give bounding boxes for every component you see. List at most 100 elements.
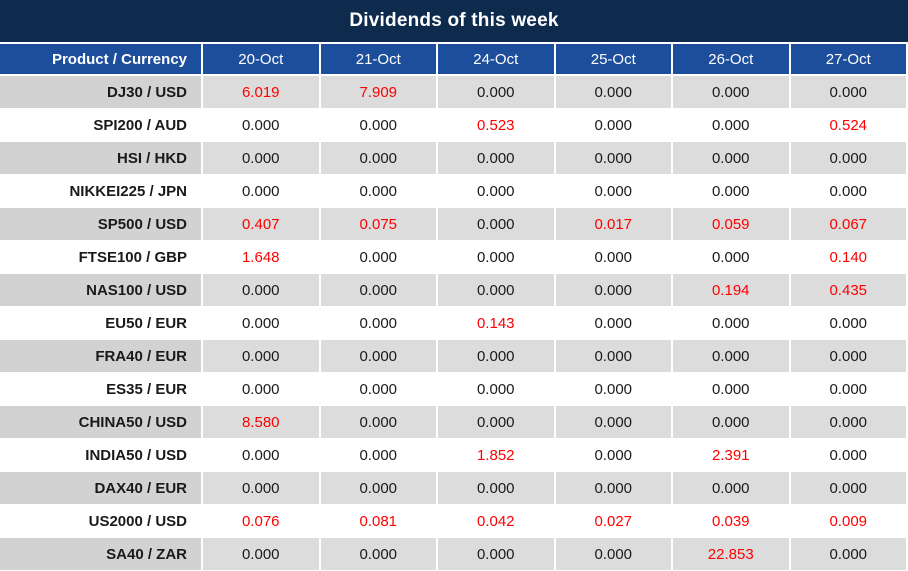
dividend-value: 0.000 xyxy=(790,373,908,406)
column-header-date: 26-Oct xyxy=(673,44,791,76)
column-header-date: 27-Oct xyxy=(790,44,908,76)
dividend-value-highlighted: 0.017 xyxy=(555,208,673,241)
dividend-value: 0.000 xyxy=(438,208,556,241)
dividend-value-highlighted: 0.523 xyxy=(438,109,556,142)
product-currency-label: NIKKEI225 / JPN xyxy=(0,175,203,208)
dividend-value: 0.000 xyxy=(673,307,791,340)
dividend-value-highlighted: 0.524 xyxy=(790,109,908,142)
dividend-value: 0.000 xyxy=(673,109,791,142)
dividend-value-highlighted: 0.076 xyxy=(203,505,321,538)
table-row: DJ30 / USD 6.019 7.909 0.000 0.000 0.000 0.000 xyxy=(0,76,908,109)
dividend-value-highlighted: 0.009 xyxy=(790,505,908,538)
dividend-value: 0.000 xyxy=(203,109,321,142)
dividend-value: 0.000 xyxy=(673,406,791,439)
dividend-value-highlighted: 8.580 xyxy=(203,406,321,439)
table-body: DJ30 / USD 6.019 7.909 0.000 0.000 0.000 0.000… xyxy=(0,76,908,571)
dividend-value-highlighted: 7.909 xyxy=(320,76,438,109)
dividend-value: 0.000 xyxy=(790,406,908,439)
dividend-value: 0.000 xyxy=(673,241,791,274)
dividend-value: 0.000 xyxy=(203,373,321,406)
product-currency-label: SPI200 / AUD xyxy=(0,109,203,142)
dividend-value: 0.000 xyxy=(438,274,556,307)
product-currency-label: SP500 / USD xyxy=(0,208,203,241)
dividend-value: 0.000 xyxy=(555,142,673,175)
product-currency-label: SA40 / ZAR xyxy=(0,538,203,571)
dividend-value: 0.000 xyxy=(555,406,673,439)
product-currency-label: EU50 / EUR xyxy=(0,307,203,340)
dividend-value: 0.000 xyxy=(320,340,438,373)
table-row: SP500 / USD 0.407 0.075 0.000 0.017 0.059 0.06… xyxy=(0,208,908,241)
dividend-value: 0.000 xyxy=(555,538,673,571)
dividend-value-highlighted: 0.075 xyxy=(320,208,438,241)
table-row: SA40 / ZAR 0.000 0.000 0.000 0.000 22.853 0.00… xyxy=(0,538,908,571)
table-row: FRA40 / EUR 0.000 0.000 0.000 0.000 0.000 0.00… xyxy=(0,340,908,373)
table-header-row: Product / Currency 20-Oct 21-Oct 24-Oct 25-O… xyxy=(0,44,908,76)
product-currency-label: FTSE100 / GBP xyxy=(0,241,203,274)
dividend-value: 0.000 xyxy=(673,373,791,406)
dividend-value: 0.000 xyxy=(438,142,556,175)
dividend-value: 0.000 xyxy=(320,439,438,472)
dividend-value-highlighted: 1.852 xyxy=(438,439,556,472)
dividend-value: 0.000 xyxy=(438,406,556,439)
dividend-value-highlighted: 0.143 xyxy=(438,307,556,340)
page-title: Dividends of this week xyxy=(349,10,559,31)
dividend-value: 0.000 xyxy=(203,175,321,208)
dividend-value: 0.000 xyxy=(555,274,673,307)
product-currency-label: DJ30 / USD xyxy=(0,76,203,109)
table-row: HSI / HKD 0.000 0.000 0.000 0.000 0.000 0.000 xyxy=(0,142,908,175)
dividend-value: 0.000 xyxy=(438,241,556,274)
dividend-value-highlighted: 0.140 xyxy=(790,241,908,274)
dividends-table: Product / Currency 20-Oct 21-Oct 24-Oct 25-O… xyxy=(0,44,908,571)
dividend-value: 0.000 xyxy=(790,307,908,340)
dividend-value: 0.000 xyxy=(203,274,321,307)
dividend-value: 0.000 xyxy=(203,307,321,340)
dividend-value: 0.000 xyxy=(555,472,673,505)
table-row: SPI200 / AUD 0.000 0.000 0.523 0.000 0.000 0.5… xyxy=(0,109,908,142)
dividend-value: 0.000 xyxy=(320,472,438,505)
dividend-value: 0.000 xyxy=(673,142,791,175)
table-row: ES35 / EUR 0.000 0.000 0.000 0.000 0.000 0.000 xyxy=(0,373,908,406)
dividend-value: 0.000 xyxy=(203,439,321,472)
dividend-value: 0.000 xyxy=(555,373,673,406)
table-row: NIKKEI225 / JPN 0.000 0.000 0.000 0.000 0.000… xyxy=(0,175,908,208)
dividend-value: 0.000 xyxy=(320,241,438,274)
product-currency-label: HSI / HKD xyxy=(0,142,203,175)
dividend-value: 0.000 xyxy=(673,175,791,208)
table-row: NAS100 / USD 0.000 0.000 0.000 0.000 0.194 0.4… xyxy=(0,274,908,307)
table-row: DAX40 / EUR 0.000 0.000 0.000 0.000 0.000 0.00… xyxy=(0,472,908,505)
dividend-value: 0.000 xyxy=(555,439,673,472)
column-header-product-currency: Product / Currency xyxy=(0,44,203,76)
column-header-date: 20-Oct xyxy=(203,44,321,76)
dividend-value-highlighted: 0.081 xyxy=(320,505,438,538)
dividend-value: 0.000 xyxy=(320,373,438,406)
dividend-value-highlighted: 6.019 xyxy=(203,76,321,109)
dividend-value: 0.000 xyxy=(673,76,791,109)
dividend-value-highlighted: 0.067 xyxy=(790,208,908,241)
dividend-value: 0.000 xyxy=(555,307,673,340)
dividend-value: 0.000 xyxy=(320,142,438,175)
dividend-value: 0.000 xyxy=(790,76,908,109)
product-currency-label: NAS100 / USD xyxy=(0,274,203,307)
dividend-value: 0.000 xyxy=(555,340,673,373)
dividend-value: 0.000 xyxy=(555,175,673,208)
dividend-value: 0.000 xyxy=(438,373,556,406)
dividend-value-highlighted: 1.648 xyxy=(203,241,321,274)
dividend-value-highlighted: 0.059 xyxy=(673,208,791,241)
table-row: FTSE100 / GBP 1.648 0.000 0.000 0.000 0.000 0.… xyxy=(0,241,908,274)
dividend-value: 0.000 xyxy=(555,76,673,109)
dividend-value-highlighted: 0.194 xyxy=(673,274,791,307)
dividend-value: 0.000 xyxy=(555,241,673,274)
product-currency-label: CHINA50 / USD xyxy=(0,406,203,439)
table-row: EU50 / EUR 0.000 0.000 0.143 0.000 0.000 0.000 xyxy=(0,307,908,340)
product-currency-label: ES35 / EUR xyxy=(0,373,203,406)
dividend-value: 0.000 xyxy=(790,175,908,208)
column-header-date: 24-Oct xyxy=(438,44,556,76)
dividend-value: 0.000 xyxy=(438,538,556,571)
dividend-value: 0.000 xyxy=(790,439,908,472)
product-currency-label: FRA40 / EUR xyxy=(0,340,203,373)
column-header-date: 25-Oct xyxy=(555,44,673,76)
table-row: CHINA50 / USD 8.580 0.000 0.000 0.000 0.000 0.… xyxy=(0,406,908,439)
dividend-value-highlighted: 0.435 xyxy=(790,274,908,307)
dividend-value-highlighted: 22.853 xyxy=(673,538,791,571)
